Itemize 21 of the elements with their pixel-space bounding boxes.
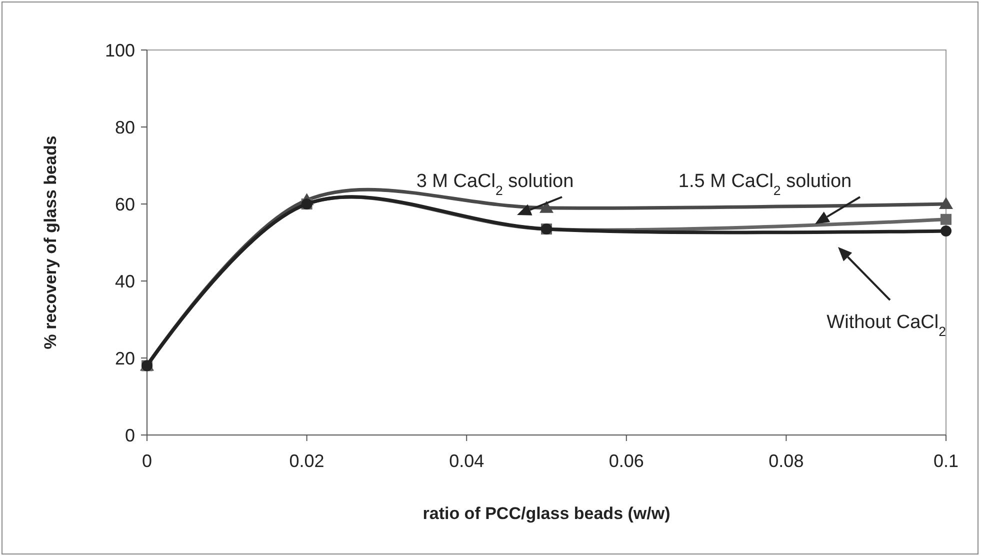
y-tick-label: 0 — [124, 425, 135, 446]
annotation: 1.5 M CaCl$_{2}$ solution — [678, 171, 852, 198]
y-tick-label: 20 — [114, 348, 135, 368]
y-tick-label: 80 — [114, 117, 135, 138]
x-axis-title: ratio of PCC/glass beads (w/w) — [422, 504, 670, 523]
y-tick-label: 100 — [104, 40, 135, 60]
x-tick-label: 0 — [142, 451, 152, 471]
annotation: Without CaCl$_{2}$ — [826, 312, 946, 338]
x-tick-label: 0.06 — [608, 451, 644, 471]
y-tick-label: 40 — [114, 271, 135, 292]
point — [939, 197, 953, 209]
x-tick-label: 0.04 — [449, 451, 484, 471]
point — [940, 225, 952, 236]
point — [540, 200, 554, 213]
x-tick-label: 0.02 — [289, 451, 324, 471]
y-axis-title: % recovery of glass beads — [41, 136, 60, 350]
x-tick-label: 0.1 — [933, 451, 959, 471]
x-tick-label: 0.08 — [768, 451, 804, 471]
annotation: 3 M CaCl$_{2}$ solution — [416, 171, 574, 198]
y-tick-label: 60 — [114, 194, 135, 214]
point — [940, 214, 952, 225]
